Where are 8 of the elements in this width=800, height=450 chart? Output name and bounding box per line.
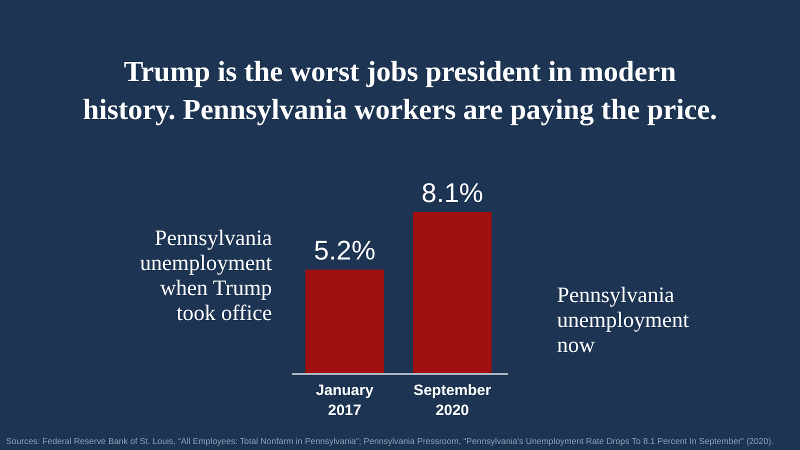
x-tick-label: January 2017 bbox=[316, 382, 374, 419]
text: Pennsylvania unemployment now bbox=[557, 282, 689, 357]
source-note: Sources: Federal Reserve Bank of St. Louis, “All Employees: Total Nonfarm in Pennsylvania”; Pennsylvania Pressroom, “Pennsylvania's Unemployment Rate Drops To 8.1 Percent In September” (2020). bbox=[6, 436, 774, 446]
data-label: 8.1% bbox=[422, 178, 484, 208]
text: Pennsylvania unemployment when Trump took office bbox=[140, 225, 272, 325]
x-tick-label: September 2020 bbox=[414, 382, 492, 419]
chart-title: Trump is the worst jobs president in modern history. Pennsylvania workers are paying the price. bbox=[82, 56, 718, 126]
data-label: 5.2% bbox=[314, 236, 376, 266]
